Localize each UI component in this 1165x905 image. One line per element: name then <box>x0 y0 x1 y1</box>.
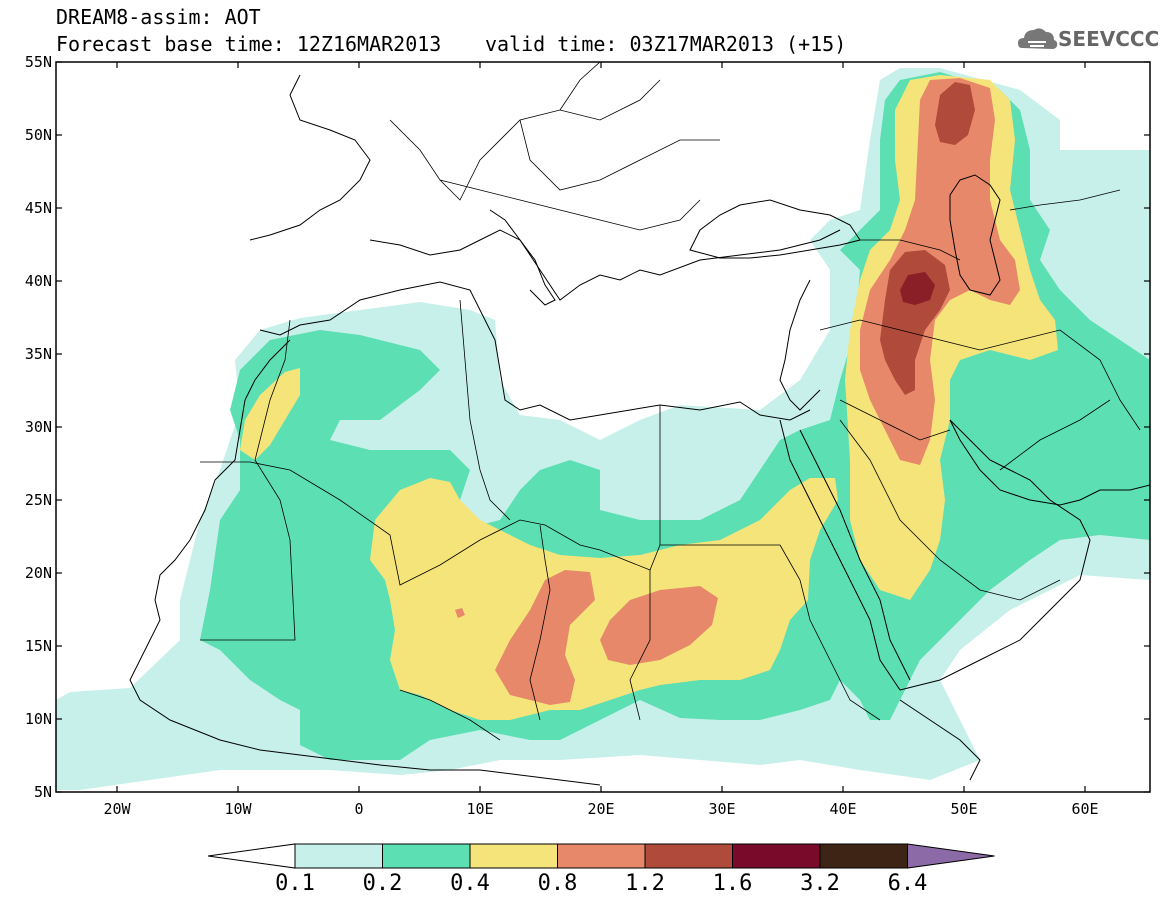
lat-label: 15N <box>25 637 52 655</box>
border-sahara-2 <box>200 319 296 641</box>
colorbar-label: 0.4 <box>450 871 490 896</box>
border-sahara-4 <box>529 405 661 721</box>
coastline-arabia <box>899 419 1091 691</box>
logo-text: SEEVCCC <box>1058 27 1160 51</box>
colorbar-segment <box>294 843 383 869</box>
lat-labels: 55N 50N 45N 40N 35N 30N 25N 20N 15N 10N 5N <box>25 53 52 801</box>
coastline-persian-gulf <box>949 419 1150 506</box>
colorbar-segment <box>819 843 908 869</box>
lat-label: 40N <box>25 272 52 290</box>
lon-label: 40E <box>829 800 856 818</box>
colorbar-label: 0.8 <box>538 871 578 896</box>
lon-labels: 20W 10W 0 10E 20E 30E 40E 50E 60E <box>103 800 1098 818</box>
lat-label: 50N <box>25 126 52 144</box>
axis-ticks <box>56 61 1150 793</box>
lat-label: 20N <box>25 564 52 582</box>
colorbar-labels: 0.1 0.2 0.4 0.8 1.2 1.6 3.2 6.4 <box>275 871 927 896</box>
aot-contour-0.4 <box>240 75 1058 720</box>
coastline-africa-west <box>259 281 811 421</box>
border-europe-2 <box>519 62 720 191</box>
lon-label: 10W <box>224 800 252 818</box>
coastline-caspian <box>949 174 1001 296</box>
coastline-morocco <box>129 339 381 766</box>
coastlines <box>129 74 1150 786</box>
colorbar-min-triangle <box>207 843 296 869</box>
cloud-icon <box>1018 28 1058 49</box>
border-caucasus <box>860 189 1121 261</box>
lon-label: 10E <box>466 800 493 818</box>
colorbar-label: 6.4 <box>888 871 928 896</box>
colorbar-label: 1.2 <box>625 871 665 896</box>
border-middle-east <box>819 319 1141 471</box>
colorbar-label: 0.2 <box>363 871 403 896</box>
forecast-base-time: Forecast base time: 12Z16MAR2013 <box>56 32 442 56</box>
colorbar-label: 3.2 <box>800 871 840 896</box>
border-sahara-5 <box>399 570 651 741</box>
lat-label: 10N <box>25 710 52 728</box>
lat-label: 55N <box>25 53 52 71</box>
colorbar-label: 0.1 <box>275 871 315 896</box>
border-arabia <box>839 419 1061 601</box>
coastline-east-africa <box>899 699 981 781</box>
lat-label: 35N <box>25 345 52 363</box>
country-borders <box>200 62 1141 741</box>
lat-label: 25N <box>25 491 52 509</box>
colorbar <box>207 843 995 869</box>
colorbar-label: 1.6 <box>713 871 753 896</box>
lat-label: 5N <box>34 783 52 801</box>
border-europe-1 <box>389 79 701 231</box>
lon-label: 20E <box>587 800 614 818</box>
border-sahara-3 <box>459 299 511 521</box>
aot-contours <box>56 68 1150 790</box>
colorbar-segment <box>382 843 471 869</box>
border-sahara-1 <box>200 461 780 586</box>
map-title: DREAM8-assim: AOT <box>56 5 261 29</box>
lon-label: 20W <box>103 800 131 818</box>
lon-label: 50E <box>950 800 977 818</box>
lat-label: 45N <box>25 199 52 217</box>
colorbar-segment <box>644 843 733 869</box>
coastline-red-sea <box>779 419 911 691</box>
lon-label: 30E <box>708 800 735 818</box>
border-east-africa <box>779 544 881 721</box>
lon-label: 0 <box>354 800 363 818</box>
aot-contour-1.2 <box>880 82 975 395</box>
coastline-europe <box>249 74 841 301</box>
lon-label: 60E <box>1071 800 1098 818</box>
colorbar-max-triangle <box>907 843 995 869</box>
colorbar-segment <box>557 843 646 869</box>
colorbar-segment <box>732 843 821 869</box>
coastline-italy <box>489 209 556 306</box>
lat-label: 30N <box>25 418 52 436</box>
valid-time: valid time: 03Z17MAR2013 (+15) <box>485 32 847 56</box>
colorbar-segment <box>469 843 558 869</box>
aot-contour-1.6 <box>900 272 935 305</box>
coastline-black-sea <box>689 199 861 259</box>
coastline-gulf-guinea <box>379 764 601 786</box>
coastline-levant <box>779 279 821 411</box>
